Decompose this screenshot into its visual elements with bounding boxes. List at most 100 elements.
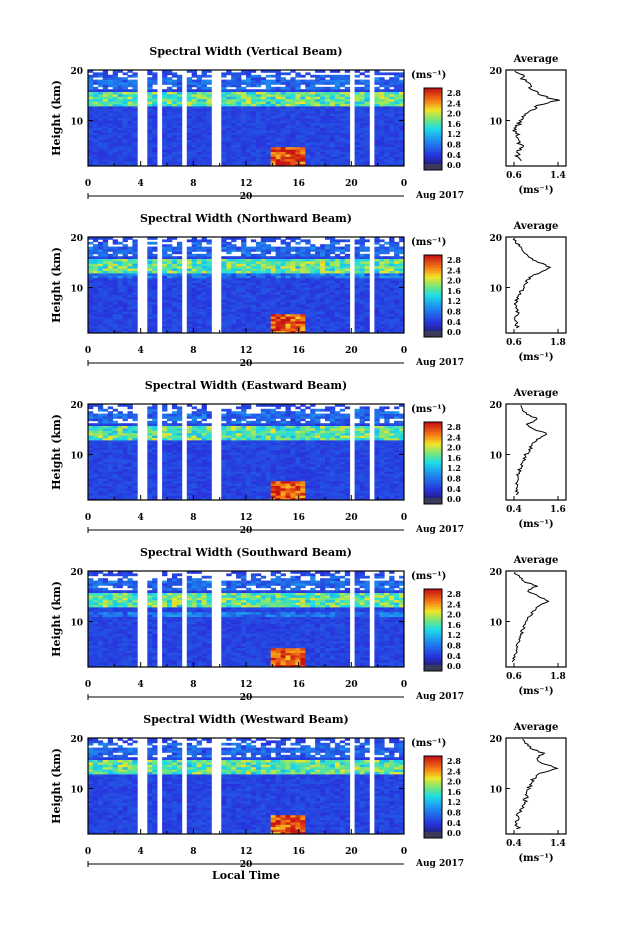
heatmap-cell bbox=[399, 239, 405, 243]
heatmap-cell bbox=[122, 96, 128, 100]
heatmap-cell bbox=[147, 488, 153, 491]
heatmap-cell bbox=[399, 299, 405, 303]
heatmap-cell bbox=[191, 309, 197, 312]
heatmap-cell bbox=[260, 297, 267, 300]
heatmap-cell bbox=[275, 108, 281, 112]
heatmap-cell bbox=[132, 497, 138, 501]
heatmap-cell bbox=[236, 158, 242, 162]
heatmap-cell bbox=[122, 483, 128, 486]
heatmap-cell bbox=[236, 125, 242, 128]
heatmap-cell bbox=[206, 292, 212, 295]
heatmap-cell bbox=[310, 127, 316, 131]
heatmap-cell bbox=[339, 311, 346, 315]
heatmap-cell bbox=[250, 261, 257, 264]
heatmap-cell bbox=[92, 261, 99, 264]
heatmap-cell bbox=[102, 452, 109, 455]
heatmap-cell bbox=[122, 137, 128, 140]
heatmap-cell bbox=[290, 249, 296, 252]
heatmap-cell bbox=[329, 86, 336, 90]
heatmap-cell bbox=[221, 144, 227, 148]
heatmap-cell bbox=[102, 318, 109, 322]
heatmap-cell bbox=[97, 306, 104, 310]
heatmap-cell bbox=[246, 263, 252, 267]
heatmap-cell bbox=[147, 411, 153, 414]
heatmap-cell bbox=[320, 161, 326, 164]
heatmap-cell bbox=[132, 273, 138, 276]
heatmap-cell bbox=[127, 447, 133, 450]
heatmap-cell bbox=[255, 89, 262, 92]
heatmap-cell bbox=[152, 154, 158, 157]
heatmap-cell bbox=[171, 125, 178, 128]
heatmap-cell bbox=[364, 323, 370, 327]
heatmap-cell bbox=[320, 294, 326, 298]
heatmap-cell bbox=[241, 132, 247, 136]
heatmap-cell bbox=[320, 287, 326, 291]
heatmap-cell bbox=[379, 311, 385, 315]
heatmap-cell bbox=[250, 91, 257, 95]
heatmap-cell bbox=[88, 447, 94, 450]
heatmap-cell bbox=[285, 330, 291, 334]
heatmap-cell bbox=[102, 115, 109, 119]
heatmap-cell bbox=[112, 273, 118, 276]
heatmap-cell bbox=[206, 297, 212, 300]
heatmap-cell bbox=[344, 311, 351, 315]
heatmap-cell bbox=[344, 127, 351, 131]
heatmap-cell bbox=[374, 297, 380, 300]
heatmap-cell bbox=[305, 146, 311, 150]
heatmap-cell bbox=[107, 425, 114, 429]
heatmap-cell bbox=[339, 301, 346, 305]
heatmap-cell bbox=[88, 139, 94, 143]
heatmap-cell bbox=[186, 127, 193, 131]
heatmap-cell bbox=[162, 280, 168, 283]
heatmap-cell bbox=[206, 309, 212, 312]
heatmap-cell bbox=[260, 270, 267, 274]
heatmap-cell bbox=[206, 91, 212, 95]
heatmap-cell bbox=[265, 258, 272, 262]
heatmap-cell bbox=[384, 285, 390, 288]
heatmap-cell bbox=[97, 125, 104, 128]
heatmap-cell bbox=[310, 161, 316, 164]
heatmap-cell bbox=[88, 454, 94, 458]
heatmap-cell bbox=[325, 289, 331, 293]
heatmap-cell bbox=[97, 94, 104, 97]
heatmap-cell bbox=[171, 483, 178, 486]
heatmap-cell bbox=[127, 125, 133, 128]
heatmap-cell bbox=[246, 158, 252, 162]
heatmap-cell bbox=[231, 289, 237, 293]
heatmap-cell bbox=[265, 256, 272, 259]
heatmap-cell bbox=[394, 316, 400, 319]
heatmap-cell bbox=[250, 84, 257, 88]
heatmap-cell bbox=[285, 261, 291, 264]
heatmap-cell bbox=[117, 464, 123, 467]
heatmap-cell bbox=[112, 241, 118, 245]
heatmap-cell bbox=[97, 120, 104, 124]
heatmap-cell bbox=[344, 163, 351, 167]
heatmap-cell bbox=[255, 156, 262, 160]
heatmap-cell bbox=[325, 325, 331, 329]
heatmap-cell bbox=[191, 301, 197, 305]
heatmap-cell bbox=[295, 282, 301, 286]
heatmap-cell bbox=[92, 294, 99, 298]
heatmap-cell bbox=[112, 149, 118, 152]
heatmap-cell bbox=[310, 316, 316, 319]
heatmap-cell bbox=[176, 142, 183, 145]
heatmap-cell bbox=[127, 325, 133, 329]
heatmap-cell bbox=[117, 416, 123, 419]
heatmap-cell bbox=[147, 459, 153, 462]
heatmap-cell bbox=[359, 285, 365, 288]
heatmap bbox=[88, 70, 405, 167]
heatmap-cell bbox=[329, 106, 336, 109]
heatmap-cell bbox=[191, 287, 197, 291]
heatmap-cell bbox=[305, 239, 311, 243]
heatmap-cell bbox=[107, 101, 114, 104]
heatmap-cell bbox=[236, 151, 242, 155]
heatmap-cell bbox=[246, 91, 252, 95]
heatmap-cell bbox=[132, 423, 138, 426]
heatmap-cell bbox=[315, 285, 321, 288]
heatmap-cell bbox=[152, 301, 158, 305]
heatmap-cell bbox=[305, 275, 311, 279]
heatmap-cell bbox=[354, 309, 360, 312]
heatmap-cell bbox=[394, 292, 400, 295]
heatmap-cell bbox=[334, 79, 341, 83]
heatmap-cell bbox=[325, 134, 331, 138]
